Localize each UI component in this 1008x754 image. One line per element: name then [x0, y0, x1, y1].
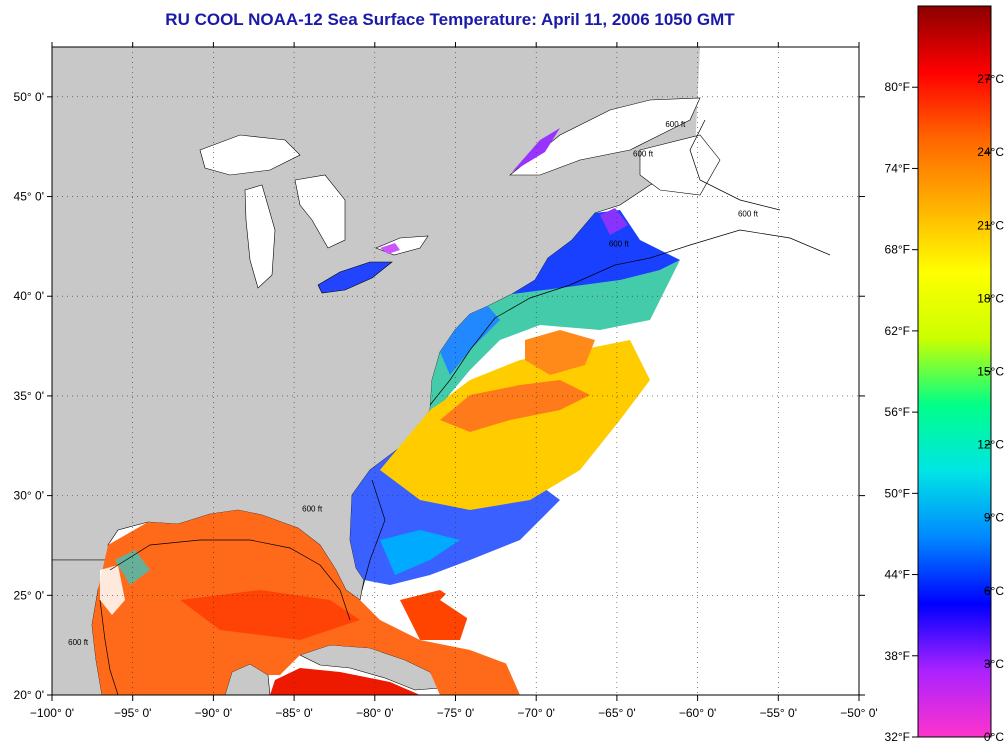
colorbar-bar	[917, 5, 992, 738]
lon-tick-label: −70° 0'	[517, 706, 554, 720]
colorbar-ticks: 80°F 74°F 68°F 62°F 56°F 50°F 44°F 38°F 32°F 27°C…	[885, 72, 1005, 744]
isobath-label: 600 ft	[665, 120, 686, 129]
lake-superior	[199, 134, 301, 176]
isobath-contour-southeast	[361, 479, 386, 591]
lat-tick-label: 40° 0'	[14, 289, 44, 303]
colorbar-f-label: 56°F	[885, 405, 910, 419]
sst-gulf-stream	[380, 340, 650, 510]
lon-tick-label: −85° 0'	[275, 706, 312, 720]
colorbar-c-label: 6°C	[984, 584, 1004, 598]
isobath-label: 600 ft	[633, 150, 654, 159]
isobath-contour-gulf-west	[99, 599, 119, 695]
isobath-label: 600 ft	[738, 209, 759, 218]
lake-erie-sst	[317, 261, 393, 294]
lon-tick-label: −65° 0'	[598, 706, 635, 720]
sst-gulf-hot-patch	[180, 590, 360, 640]
sst-warm-eddy	[525, 330, 595, 375]
lon-tick-label: −50° 0'	[840, 706, 877, 720]
isobath-contour-gulf	[109, 539, 351, 621]
isobath-contour-newfoundland	[689, 119, 781, 211]
colorbar-f-label: 32°F	[885, 730, 910, 744]
colorbar-f-label: 44°F	[885, 568, 910, 582]
colorbar-c-label: 21°C	[977, 218, 1004, 232]
sst-mid-atlantic-bight	[440, 306, 500, 375]
lat-tick-label: 20° 0'	[14, 688, 44, 702]
sst-gulf-of-maine	[512, 210, 680, 294]
lon-tick-label: −60° 0'	[679, 706, 716, 720]
colorbar-c-label: 12°C	[977, 438, 1004, 452]
lon-tick-label: −55° 0'	[760, 706, 797, 720]
lake-michigan	[244, 184, 276, 289]
lat-tick-label: 45° 0'	[14, 190, 44, 204]
colorbar-f-label: 62°F	[885, 324, 910, 338]
colorbar-c-label: 0°C	[984, 730, 1004, 744]
map-title: RU COOL NOAA-12 Sea Surface Temperature:…	[165, 10, 735, 29]
sst-gulf-cloud	[100, 565, 125, 615]
lake-ontario-purple	[380, 243, 400, 254]
colorbar-c-label: 15°C	[977, 365, 1004, 379]
colorbar-c-label: 9°C	[984, 511, 1004, 525]
axis-ticks: −100° 0' −95° 0' −90° 0' −85° 0' −80° 0' −75°…	[14, 42, 878, 720]
lat-tick-label: 30° 0'	[14, 489, 44, 503]
isobath-label: 600 ft	[68, 638, 89, 647]
lon-tick-label: −75° 0'	[437, 706, 474, 720]
colorbar-f-label: 74°F	[885, 161, 910, 175]
colorbar-f-label: 80°F	[885, 80, 910, 94]
colorbar-c-label: 24°C	[977, 145, 1004, 159]
isobath-label: 600 ft	[302, 505, 323, 514]
sst-bay-of-fundy	[600, 208, 628, 235]
colorbar-f-label: 50°F	[885, 486, 910, 500]
cloud-cover-east	[440, 47, 859, 695]
graticule-grid	[52, 47, 859, 695]
colorbar-c-label: 3°C	[984, 657, 1004, 671]
isobath-labels: 600 ft 600 ft 600 ft 600 ft 600 ft 600 ft	[68, 120, 759, 647]
map-layers	[52, 47, 859, 695]
colorbar-f-label: 38°F	[885, 649, 910, 663]
isobath-label: 600 ft	[609, 239, 630, 248]
lat-tick-label: 35° 0'	[14, 389, 44, 403]
isobath-contour-atlantic	[429, 229, 831, 406]
lat-tick-label: 50° 0'	[14, 90, 44, 104]
colorbar-c-label: 27°C	[977, 72, 1004, 86]
sst-slope-water	[430, 260, 680, 410]
lon-tick-label: −95° 0'	[114, 706, 151, 720]
lon-tick-label: −90° 0'	[195, 706, 232, 720]
lat-tick-label: 25° 0'	[14, 588, 44, 602]
lake-huron	[294, 174, 346, 249]
st-lawrence-river	[509, 97, 701, 176]
lon-tick-label: −100° 0'	[30, 706, 74, 720]
sst-caribbean	[270, 668, 420, 695]
lon-tick-label: −80° 0'	[356, 706, 393, 720]
colorbar-c-label: 18°C	[977, 291, 1004, 305]
sst-florida-east	[380, 530, 460, 575]
colorbar-f-label: 68°F	[885, 243, 910, 257]
st-lawrence-sst	[512, 128, 560, 172]
sst-gulf-stream-warm-core	[440, 380, 590, 432]
